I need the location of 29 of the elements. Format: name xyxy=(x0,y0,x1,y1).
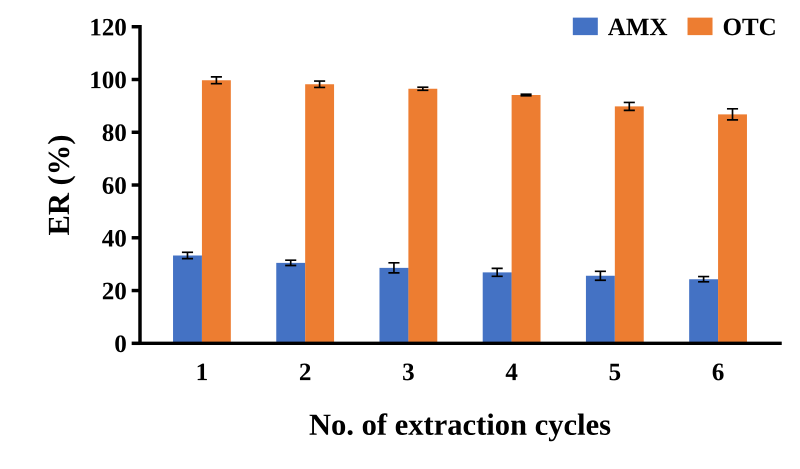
x-tick-label: 6 xyxy=(712,364,724,380)
y-tick-label: 100 xyxy=(91,72,126,88)
y-tick-label: 20 xyxy=(102,282,126,300)
bar xyxy=(379,268,408,344)
bar xyxy=(173,255,202,344)
bar xyxy=(408,88,438,344)
bar xyxy=(718,114,747,344)
x-tick-label: 1 xyxy=(198,364,207,380)
y-tick-label: 0 xyxy=(115,335,126,352)
bar xyxy=(482,272,512,344)
bar xyxy=(586,276,615,344)
x-tick-label: 5 xyxy=(610,364,620,380)
x-tick-label: 4 xyxy=(506,364,518,380)
y-tick-label: 60 xyxy=(102,177,126,194)
bar xyxy=(276,262,306,344)
bar xyxy=(305,84,334,344)
x-tick-label: 3 xyxy=(403,364,414,380)
x-tick-label: 2 xyxy=(300,364,310,380)
bar xyxy=(689,279,718,344)
y-tick-label: 120 xyxy=(91,18,126,36)
bar xyxy=(614,106,644,344)
legend-label: AMX xyxy=(608,18,668,36)
legend-label: OTC xyxy=(724,18,775,36)
bar xyxy=(512,95,541,344)
bar xyxy=(202,80,231,344)
y-axis-title: ER (%) xyxy=(48,136,76,235)
x-axis-title: No. of extraction cycles xyxy=(310,413,610,442)
y-tick-label: 80 xyxy=(102,124,126,142)
y-tick-label: 40 xyxy=(102,230,126,247)
